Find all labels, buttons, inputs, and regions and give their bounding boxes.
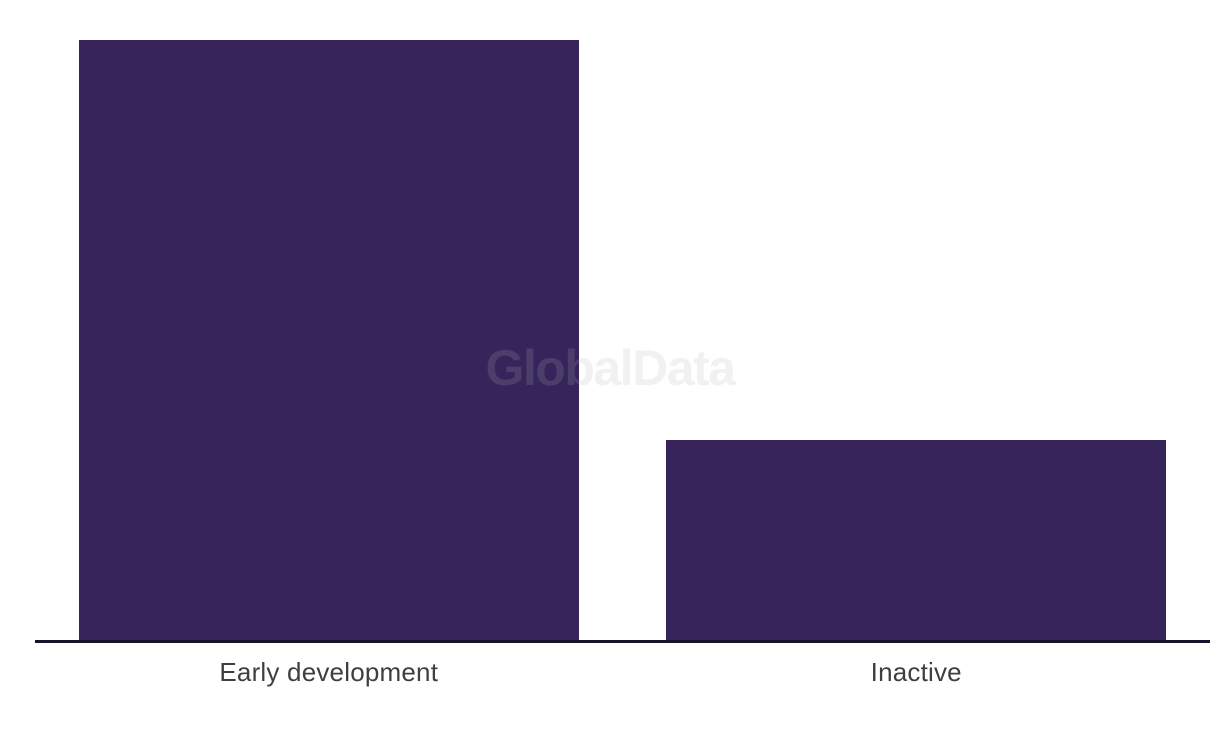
bar-inactive bbox=[666, 440, 1167, 640]
plot-area bbox=[35, 0, 1210, 643]
x-axis-label-early-development: Early development bbox=[219, 657, 439, 687]
bar-early-development bbox=[78, 40, 579, 640]
x-axis-labels: Early development Inactive bbox=[35, 657, 1210, 688]
x-axis-label-inactive: Inactive bbox=[870, 657, 962, 687]
bar-slot-early-development bbox=[35, 0, 623, 640]
bar-slot-inactive bbox=[623, 0, 1211, 640]
